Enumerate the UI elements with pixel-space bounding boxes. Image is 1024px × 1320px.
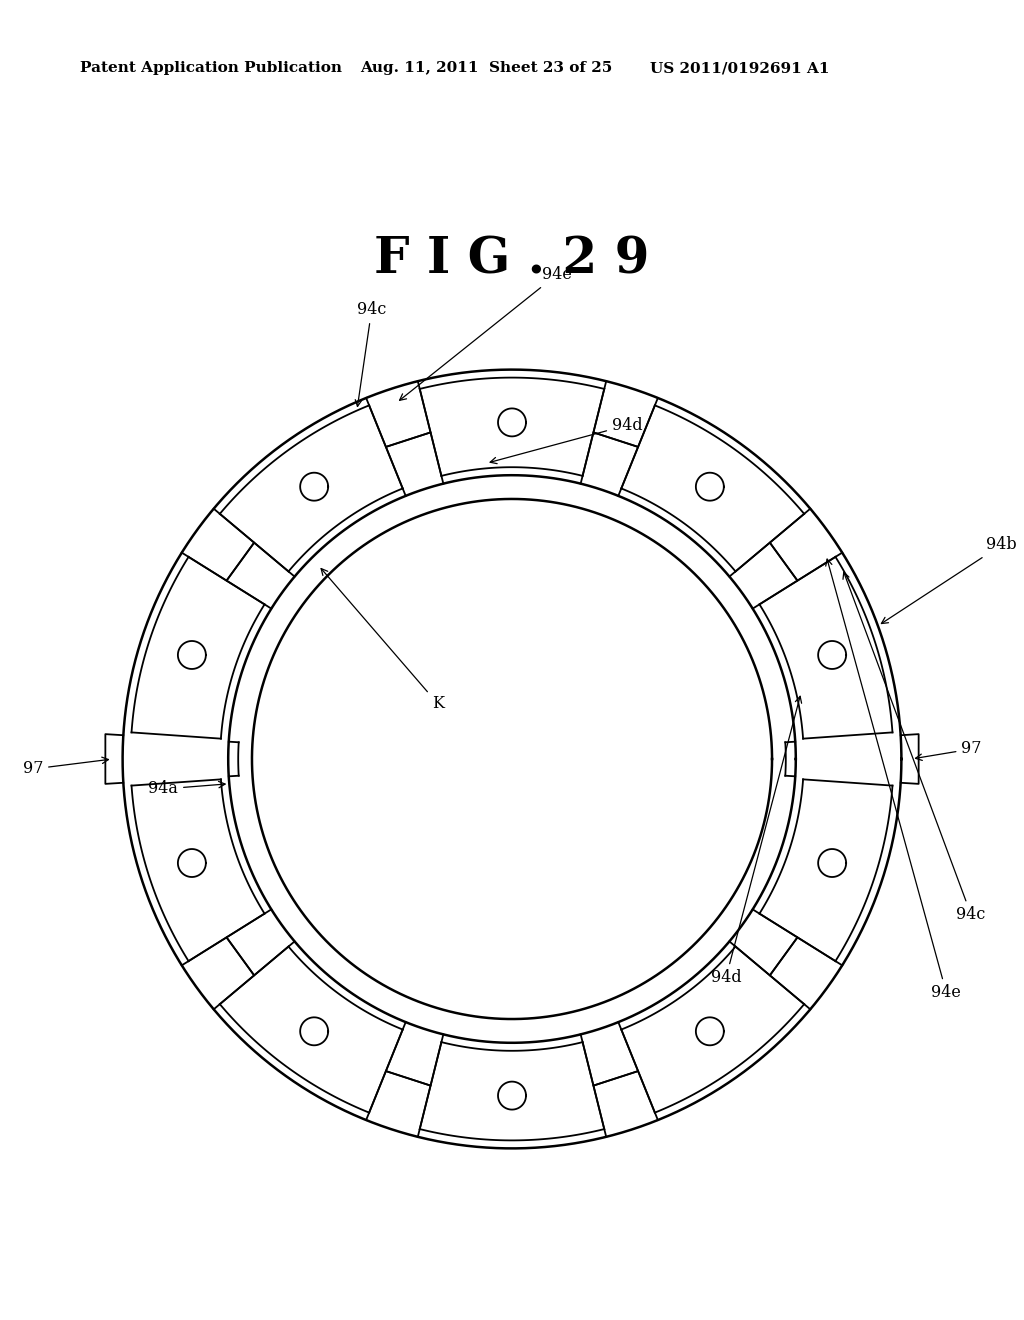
Text: Aug. 11, 2011  Sheet 23 of 25: Aug. 11, 2011 Sheet 23 of 25 xyxy=(360,61,612,75)
Text: 94b: 94b xyxy=(882,536,1017,623)
Text: 94e: 94e xyxy=(399,267,571,400)
Text: 94a: 94a xyxy=(148,780,225,797)
Text: 94c: 94c xyxy=(355,301,386,407)
Text: US 2011/0192691 A1: US 2011/0192691 A1 xyxy=(650,61,829,75)
Text: 94c: 94c xyxy=(843,572,986,923)
Text: 94d: 94d xyxy=(711,696,802,986)
Text: F I G . 2 9: F I G . 2 9 xyxy=(375,235,649,285)
Text: Patent Application Publication: Patent Application Publication xyxy=(80,61,342,75)
Text: 97: 97 xyxy=(23,758,109,777)
Text: 97: 97 xyxy=(915,741,982,760)
Text: K: K xyxy=(322,569,444,713)
Text: 94e: 94e xyxy=(825,560,962,1001)
Text: 94d: 94d xyxy=(490,417,643,463)
